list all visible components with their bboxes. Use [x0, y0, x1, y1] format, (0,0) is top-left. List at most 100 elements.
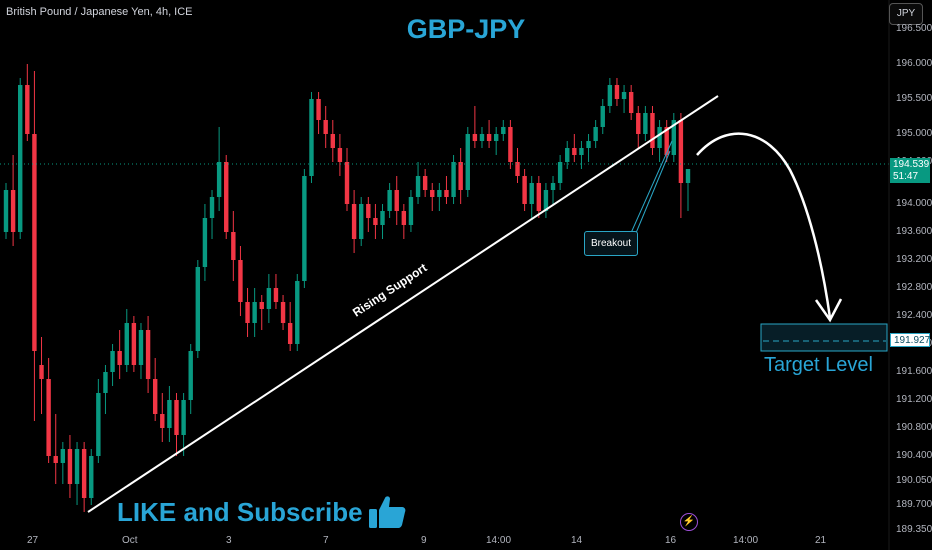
price-tick-label: 189.700: [896, 499, 932, 510]
candle-up: [110, 344, 115, 386]
candle-body: [671, 120, 676, 155]
candle-body: [451, 162, 456, 197]
last-price-label: 194.539 51:47: [890, 158, 930, 183]
candle-body: [650, 113, 655, 148]
currency-button[interactable]: JPY: [889, 3, 923, 25]
candle-body: [53, 456, 58, 463]
candle-up: [408, 190, 414, 232]
candle-body: [380, 211, 385, 225]
candle-down: [152, 358, 158, 421]
candle-up: [216, 127, 222, 211]
candle-down: [508, 120, 513, 169]
candle-up: [685, 169, 691, 211]
price-tick-label: 192.400: [896, 310, 932, 321]
candle-body: [302, 176, 307, 281]
candle-down: [238, 246, 243, 316]
candle-up: [18, 78, 23, 239]
price-tick-label: 195.000: [896, 128, 932, 139]
candle-body: [614, 85, 620, 99]
candle-body: [131, 323, 137, 365]
forecast-arrowhead: [814, 298, 843, 323]
candle-body: [224, 162, 229, 232]
rising-support-line: [87, 95, 719, 513]
candle-down: [572, 134, 577, 162]
candle-up: [96, 379, 101, 463]
candle-down: [366, 197, 371, 232]
candle-body: [145, 330, 151, 379]
candle-down: [25, 64, 30, 141]
candle-body: [579, 148, 584, 155]
candle-body: [32, 134, 37, 351]
candle-up: [202, 204, 208, 281]
candle-body: [678, 120, 684, 183]
candle-down: [287, 302, 293, 351]
candle-body: [543, 190, 549, 211]
candle-body: [309, 99, 314, 176]
candle-up: [557, 155, 563, 190]
candle-body: [515, 162, 520, 176]
candle-down: [444, 176, 449, 204]
candle-body: [472, 134, 478, 141]
price-tick-label: 191.600: [896, 366, 932, 377]
candle-body: [536, 183, 542, 211]
bar-countdown: 51:47: [893, 171, 919, 182]
candle-down: [401, 204, 407, 239]
candle-up: [479, 127, 485, 148]
candle-up: [600, 99, 605, 134]
subscribe-banner: LIKE and Subscribe: [117, 494, 407, 530]
candle-up: [437, 183, 442, 211]
candle-down: [81, 442, 87, 512]
candle-down: [664, 120, 669, 162]
candle-body: [209, 197, 215, 218]
candle-body: [351, 204, 357, 239]
candle-body: [430, 190, 435, 197]
candle-body: [117, 351, 122, 365]
candle-body: [152, 379, 158, 414]
candle-body: [664, 127, 669, 155]
candle-up: [643, 106, 648, 141]
candle-down: [373, 204, 378, 239]
candle-down: [273, 274, 279, 309]
time-tick-label: 14:00: [733, 535, 759, 546]
candle-body: [508, 127, 513, 162]
time-tick-label: 9: [421, 535, 427, 546]
candle-body: [67, 449, 73, 484]
candle-body: [373, 218, 378, 225]
candle-up: [181, 393, 186, 456]
candle-down: [614, 78, 620, 106]
candle-up: [501, 120, 506, 141]
candle-body: [401, 211, 407, 225]
price-tick-label: 196.000: [896, 58, 932, 69]
candle-up: [295, 274, 300, 351]
candle-body: [174, 400, 179, 435]
candle-body: [238, 260, 243, 302]
time-tick-label: 7: [323, 535, 329, 546]
candle-body: [18, 85, 23, 232]
lightning-icon[interactable]: ⚡: [680, 513, 698, 531]
candle-body: [565, 148, 570, 162]
candle-down: [330, 120, 335, 162]
candle-body: [3, 190, 9, 232]
candle-down: [245, 288, 250, 337]
candle-body: [593, 127, 598, 141]
candle-up: [252, 288, 257, 337]
candle-body: [316, 99, 321, 120]
candle-down: [316, 92, 321, 134]
candle-down: [145, 316, 151, 393]
last-price-value: 194.539: [893, 159, 930, 170]
candle-up: [103, 365, 108, 414]
candle-body: [366, 204, 371, 218]
candle-body: [486, 134, 492, 141]
price-tick-label: 190.050: [896, 474, 932, 486]
candle-body: [231, 232, 236, 260]
candle-body: [188, 351, 193, 400]
candle-body: [394, 190, 399, 211]
candle-down: [522, 169, 527, 211]
candle-down: [536, 176, 542, 218]
candle-up: [465, 127, 470, 197]
time-tick-label: 27: [27, 535, 39, 546]
candle-down: [678, 113, 684, 218]
candle-down: [131, 316, 137, 372]
candle-down: [46, 358, 51, 463]
